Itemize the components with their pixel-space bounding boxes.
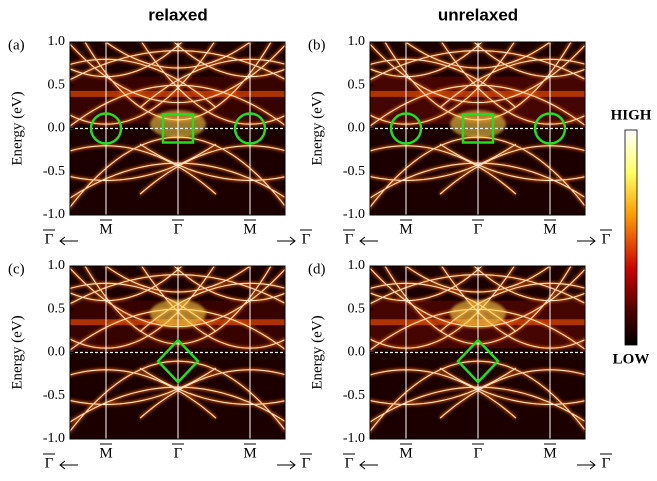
arrow — [359, 236, 378, 246]
y-tick-label: 0.0 — [48, 345, 66, 360]
arrow — [59, 236, 78, 246]
y-tick-label: 0.0 — [48, 121, 66, 136]
column-title: relaxed — [148, 5, 208, 24]
x-end-label: Γ — [45, 455, 54, 471]
marker-diamond — [456, 338, 500, 384]
y-tick-label: -0.5 — [343, 164, 365, 179]
x-tick-label: Γ — [174, 445, 183, 461]
x-end-label: Γ — [45, 231, 54, 247]
y-axis-label: Energy (eV) — [309, 315, 325, 389]
panel-label: (b) — [308, 37, 326, 53]
arrow — [277, 236, 296, 246]
colorbar — [624, 129, 638, 346]
x-tick-label: Γ — [474, 445, 483, 461]
y-tick-label: 1.0 — [48, 34, 66, 49]
x-end-label: Γ — [302, 455, 311, 471]
arrow — [59, 460, 78, 470]
column-title: unrelaxed — [438, 5, 518, 24]
y-tick-label: -0.5 — [43, 388, 65, 403]
x-tick-label: M — [243, 221, 256, 237]
marker-circle — [89, 112, 123, 145]
marker-diamond — [156, 338, 200, 384]
y-tick-label: 0.5 — [348, 301, 366, 316]
y-tick-label: -0.5 — [43, 164, 65, 179]
x-tick-label: Γ — [474, 221, 483, 237]
arrow — [577, 460, 596, 470]
y-tick-label: 0.5 — [48, 301, 66, 316]
marker-circle — [389, 112, 423, 145]
x-tick-label: M — [399, 445, 412, 461]
marker-circle — [233, 112, 267, 145]
arrow — [277, 460, 296, 470]
marker-circle — [533, 112, 567, 145]
x-end-label: Γ — [302, 231, 311, 247]
x-tick-label: M — [243, 445, 256, 461]
y-tick-label: 1.0 — [348, 34, 366, 49]
panel-label: (c) — [8, 261, 25, 277]
x-end-label: Γ — [345, 455, 354, 471]
x-tick-label: M — [99, 445, 112, 461]
y-tick-label: 1.0 — [348, 258, 366, 273]
x-tick-label: M — [543, 445, 556, 461]
spectral-map — [70, 266, 285, 439]
colorbar-low: LOW — [613, 351, 650, 367]
panel-label: (a) — [8, 37, 25, 53]
x-end-label: Γ — [602, 231, 611, 247]
y-tick-label: 0.0 — [348, 345, 366, 360]
y-tick-label: -0.5 — [343, 388, 365, 403]
marker-square — [461, 113, 495, 144]
spectral-map — [370, 266, 585, 439]
x-tick-label: M — [543, 221, 556, 237]
panel-label: (d) — [308, 261, 326, 277]
colorbar-high: HIGH — [611, 107, 652, 123]
x-end-label: Γ — [602, 455, 611, 471]
arrow — [359, 460, 378, 470]
y-tick-label: -1.0 — [343, 207, 365, 222]
y-tick-label: -1.0 — [43, 207, 65, 222]
x-end-label: Γ — [345, 231, 354, 247]
x-tick-label: M — [99, 221, 112, 237]
y-tick-label: 0.5 — [348, 77, 366, 92]
x-tick-label: Γ — [174, 221, 183, 237]
y-axis-label: Energy (eV) — [9, 91, 25, 165]
y-tick-label: -1.0 — [43, 431, 65, 446]
y-tick-label: 0.0 — [348, 121, 366, 136]
y-axis-label: Energy (eV) — [309, 91, 325, 165]
y-axis-label: Energy (eV) — [9, 315, 25, 389]
x-tick-label: M — [399, 221, 412, 237]
marker-square — [161, 113, 195, 144]
arrow — [577, 236, 596, 246]
y-tick-label: -1.0 — [343, 431, 365, 446]
y-tick-label: 0.5 — [48, 77, 66, 92]
y-tick-label: 1.0 — [48, 258, 66, 273]
